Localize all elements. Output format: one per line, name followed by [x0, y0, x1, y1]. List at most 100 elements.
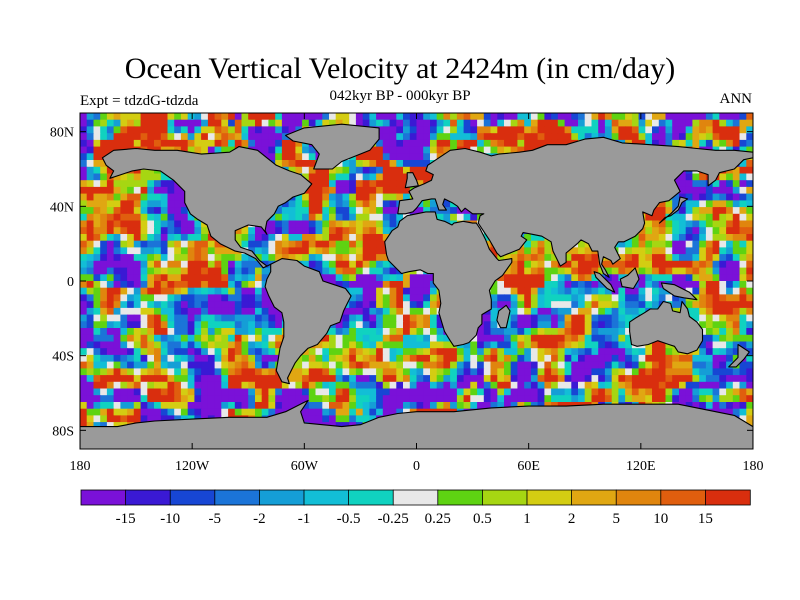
velocity-cell	[369, 119, 377, 128]
velocity-cell	[443, 341, 451, 349]
velocity-cell	[510, 287, 519, 296]
velocity-cell	[106, 402, 115, 410]
velocity-cell	[214, 254, 222, 262]
velocity-cell	[551, 281, 559, 289]
velocity-cell	[645, 354, 653, 363]
velocity-cell	[692, 348, 700, 356]
velocity-cell	[147, 200, 155, 208]
velocity-cell	[201, 267, 209, 275]
velocity-cell	[591, 395, 599, 403]
velocity-cell	[611, 375, 620, 383]
velocity-cell	[241, 408, 249, 417]
velocity-cell	[497, 146, 505, 154]
velocity-cell	[658, 113, 667, 121]
velocity-cell	[106, 119, 115, 128]
velocity-cell	[133, 381, 142, 390]
velocity-cell	[571, 314, 579, 322]
velocity-cell	[147, 133, 155, 141]
velocity-cell	[315, 186, 323, 195]
velocity-cell	[712, 281, 720, 289]
velocity-cell	[376, 307, 384, 316]
velocity-cell	[430, 153, 438, 161]
velocity-cell	[207, 240, 216, 249]
velocity-cell	[591, 354, 599, 363]
velocity-cell	[416, 173, 424, 181]
velocity-cell	[497, 354, 505, 363]
velocity-cell	[329, 180, 337, 188]
velocity-cell	[497, 133, 505, 141]
velocity-cell	[241, 395, 249, 403]
velocity-cell	[100, 301, 108, 309]
velocity-cell	[571, 334, 579, 343]
velocity-cell	[376, 254, 384, 262]
velocity-cell	[154, 119, 162, 128]
velocity-cell	[194, 328, 202, 336]
velocity-cell	[598, 307, 606, 316]
velocity-cell	[658, 227, 667, 235]
velocity-cell	[268, 307, 276, 316]
velocity-cell	[140, 186, 148, 195]
velocity-cell	[598, 334, 606, 343]
velocity-cell	[187, 375, 196, 383]
velocity-cell	[510, 388, 519, 396]
velocity-cell	[342, 321, 350, 329]
velocity-cell	[604, 294, 613, 302]
velocity-cell	[275, 375, 283, 383]
velocity-cell	[268, 139, 276, 148]
velocity-cell	[255, 341, 263, 349]
velocity-cell	[389, 354, 397, 363]
velocity-cell	[618, 301, 626, 309]
velocity-cell	[160, 173, 169, 181]
velocity-cell	[187, 348, 196, 356]
velocity-cell	[705, 354, 714, 363]
velocity-cell	[692, 139, 700, 148]
velocity-cell	[611, 314, 620, 322]
velocity-cell	[672, 240, 680, 249]
velocity-cell	[584, 247, 593, 255]
velocity-cell	[295, 153, 303, 161]
velocity-cell	[120, 274, 128, 282]
velocity-cell	[416, 341, 424, 349]
velocity-cell	[416, 119, 424, 128]
velocity-cell	[517, 361, 525, 369]
velocity-cell	[80, 200, 88, 208]
velocity-cell	[409, 341, 418, 349]
velocity-cell	[140, 227, 148, 235]
velocity-cell	[160, 126, 169, 134]
velocity-cell	[658, 341, 667, 349]
velocity-cell	[369, 415, 377, 423]
velocity-cell	[504, 274, 512, 282]
velocity-cell	[308, 234, 317, 242]
velocity-cell	[571, 260, 579, 269]
velocity-cell	[510, 113, 519, 121]
velocity-cell	[537, 274, 545, 282]
velocity-cell	[93, 139, 101, 148]
velocity-cell	[705, 274, 714, 282]
velocity-cell	[255, 334, 263, 343]
velocity-cell	[746, 375, 753, 383]
velocity-cell	[329, 408, 337, 417]
velocity-cell	[80, 240, 88, 249]
velocity-cell	[510, 294, 519, 302]
velocity-cell	[255, 146, 263, 154]
velocity-cell	[726, 240, 734, 249]
velocity-cell	[719, 227, 727, 235]
velocity-cell	[214, 375, 222, 383]
velocity-cell	[732, 381, 741, 390]
velocity-cell	[652, 395, 660, 403]
velocity-cell	[423, 173, 431, 181]
velocity-cell	[753, 436, 760, 443]
velocity-cell	[355, 307, 364, 316]
velocity-cell	[194, 348, 202, 356]
velocity-cell	[746, 368, 753, 376]
velocity-cell	[645, 139, 653, 148]
velocity-cell	[160, 294, 169, 302]
velocity-cell	[120, 119, 128, 128]
velocity-cell	[362, 281, 371, 289]
velocity-cell	[194, 267, 202, 275]
velocity-cell	[551, 381, 559, 390]
velocity-cell	[403, 139, 411, 148]
velocity-cell	[376, 334, 384, 343]
velocity-cell	[275, 227, 283, 235]
velocity-cell	[113, 395, 121, 403]
